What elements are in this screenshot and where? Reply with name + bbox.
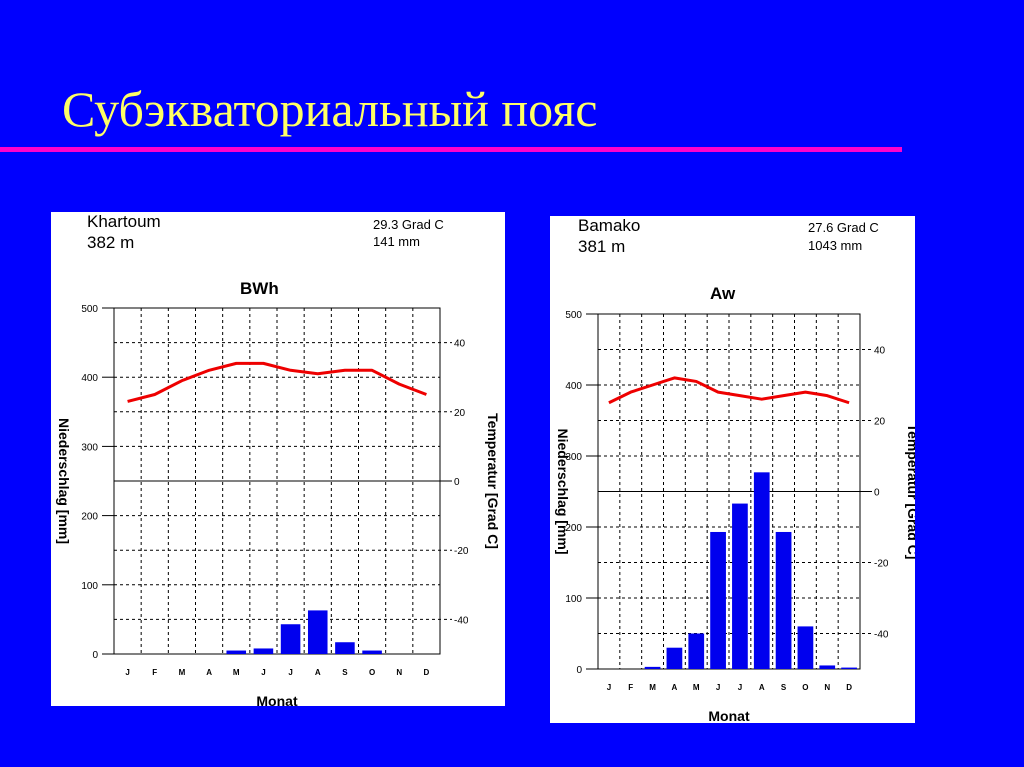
y-tick-label: 300 (565, 452, 582, 463)
y-tick-label: 0 (576, 665, 582, 676)
title-divider (0, 147, 902, 152)
y-tick-label: 400 (81, 373, 98, 384)
y-tick-label: 300 (81, 442, 98, 453)
chart-plot: 0 100 200 300 400 500 -40 -20 0 20 40 J F M A M J J A S O N D M… (56, 304, 501, 706)
climate-chart-khartoum: Khartoum 382 m 29.3 Grad C 141 mm BWh 0 1… (51, 212, 505, 706)
station-elevation: 381 m (578, 237, 626, 256)
precipitation-bar (666, 647, 683, 669)
y2-tick-label: -20 (874, 559, 889, 570)
precipitation-bar (775, 531, 792, 669)
y2-tick-label: 0 (874, 488, 880, 499)
x-tick-label: J (288, 668, 292, 677)
x-tick-label: O (802, 683, 808, 692)
y2-axis-title: Temperatur [Grad C] (485, 413, 501, 549)
y-axis-title: Niederschlag [mm] (56, 418, 72, 544)
station-elevation: 382 m (87, 233, 135, 252)
x-tick-label: D (424, 668, 430, 677)
x-tick-label: A (206, 668, 212, 677)
y2-tick-label: 0 (454, 477, 460, 488)
mean-temperature: 29.3 Grad C (373, 217, 444, 232)
climate-type: Aw (710, 284, 736, 303)
y-tick-label: 100 (565, 594, 582, 605)
annual-precipitation: 1043 mm (808, 238, 863, 253)
precipitation-bar (688, 633, 705, 669)
y2-tick-label: -20 (454, 546, 469, 557)
precipitation-bar (732, 503, 748, 669)
x-tick-label: N (824, 683, 830, 692)
y-tick-label: 0 (92, 650, 98, 661)
x-tick-label: O (369, 668, 375, 677)
precipitation-bar (362, 650, 382, 654)
x-tick-label: A (759, 683, 765, 692)
precipitation-bar (307, 610, 328, 654)
precipitation-bar (841, 667, 857, 669)
precipitation-bar (710, 531, 726, 669)
precipitation-bar (819, 665, 836, 669)
x-tick-label: J (716, 683, 720, 692)
x-axis-title: Monat (256, 693, 298, 706)
x-tick-label: S (781, 683, 787, 692)
climate-chart-bamako: Bamako 381 m 27.6 Grad C 1043 mm Aw 0 100… (550, 216, 915, 723)
temperature-line (127, 361, 427, 403)
y2-tick-label: 20 (874, 417, 886, 428)
precipitation-bar (644, 666, 661, 669)
precipitation-bar (253, 648, 274, 654)
x-tick-label: M (233, 668, 240, 677)
x-tick-label: F (152, 668, 157, 677)
precipitation-bar (797, 626, 814, 669)
y2-tick-label: 40 (874, 346, 886, 357)
y2-tick-label: -40 (874, 630, 889, 641)
y-tick-label: 400 (565, 381, 582, 392)
x-tick-label: S (342, 668, 348, 677)
precipitation-bar (335, 642, 355, 654)
x-tick-label: M (649, 683, 656, 692)
x-tick-label: J (738, 683, 742, 692)
x-tick-label: F (628, 683, 633, 692)
x-tick-label: A (672, 683, 678, 692)
precipitation-bar (753, 472, 770, 669)
y2-axis-title: Temperatur [Grad C] (905, 424, 915, 560)
x-tick-label: J (125, 668, 129, 677)
temperature-line (608, 376, 850, 405)
y-tick-label: 200 (81, 512, 98, 523)
x-tick-label: N (396, 668, 402, 677)
mean-temperature: 27.6 Grad C (808, 220, 879, 235)
slide-title: Субэкваториальный пояс (62, 81, 598, 137)
x-tick-label: A (315, 668, 321, 677)
precipitation-bar (226, 650, 247, 654)
y-tick-label: 200 (565, 523, 582, 534)
precipitation-bar (280, 624, 301, 654)
chart-plot: 0 100 200 300 400 500 -40 -20 0 20 40 J F M A M J J A S O N D M… (555, 310, 915, 723)
y2-tick-label: 40 (454, 339, 466, 350)
x-tick-label: M (693, 683, 700, 692)
x-tick-label: J (261, 668, 265, 677)
y2-tick-label: -40 (454, 615, 469, 626)
y-tick-label: 500 (81, 304, 98, 315)
annual-precipitation: 141 mm (373, 234, 420, 249)
y-tick-label: 500 (565, 310, 582, 321)
y2-tick-label: 20 (454, 408, 466, 419)
climate-type: BWh (240, 279, 279, 298)
station-name: Khartoum (87, 212, 161, 231)
x-axis-title: Monat (708, 708, 750, 723)
x-tick-label: J (607, 683, 611, 692)
station-name: Bamako (578, 216, 641, 235)
x-tick-label: D (846, 683, 852, 692)
x-tick-label: M (179, 668, 186, 677)
y-tick-label: 100 (81, 581, 98, 592)
y-axis-title: Niederschlag [mm] (555, 428, 571, 554)
